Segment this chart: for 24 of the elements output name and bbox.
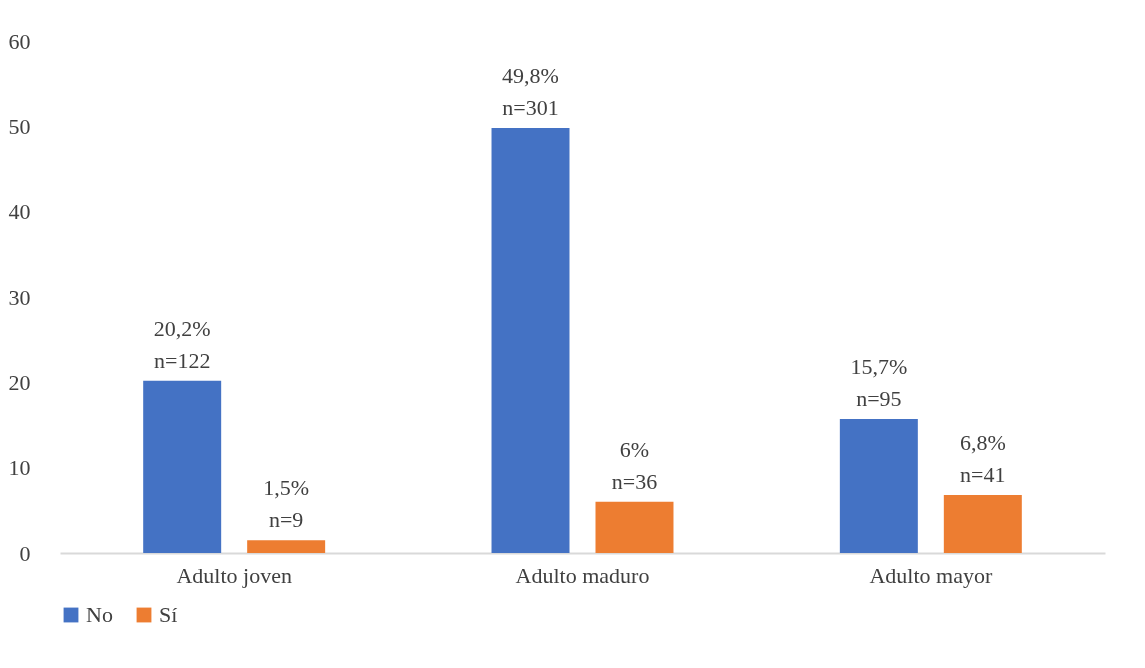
- y-tick-label: 40: [8, 199, 31, 225]
- legend-label: Sí: [159, 602, 178, 627]
- bar: [595, 501, 674, 553]
- y-tick-label: 50: [8, 113, 31, 139]
- bar: [247, 540, 326, 553]
- data-label: 15,7% n=95: [850, 354, 908, 412]
- y-tick-label: 0: [19, 540, 31, 566]
- data-label: 1,5% n=9: [263, 475, 310, 533]
- y-tick-label: 30: [8, 284, 31, 310]
- bar: [839, 419, 918, 553]
- bar: [491, 128, 570, 553]
- legend-label: No: [86, 602, 113, 627]
- y-tick-label: 10: [8, 455, 31, 481]
- data-label: 49,8% n=301: [502, 63, 559, 121]
- x-tick-label: Adulto maduro: [515, 562, 650, 588]
- data-label: 6% n=36: [611, 436, 658, 494]
- x-tick-label: Adulto mayor: [869, 562, 993, 588]
- x-tick-label: Adulto joven: [176, 562, 292, 588]
- y-tick-label: 60: [8, 28, 31, 54]
- data-label: 6,8% n=41: [959, 429, 1006, 487]
- y-tick-label: 20: [8, 369, 31, 395]
- data-label: 20,2% n=122: [153, 315, 211, 373]
- bar: [143, 380, 222, 553]
- bar: [943, 494, 1022, 553]
